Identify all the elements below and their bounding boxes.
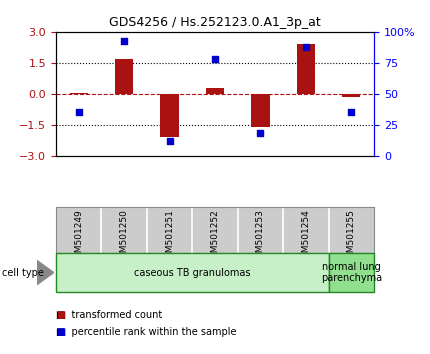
Bar [56,253,329,292]
Text: normal lung
parenchyma: normal lung parenchyma [321,262,382,284]
Text: GSM501255: GSM501255 [347,210,356,264]
Point [121,38,128,44]
Text: ■: ■ [56,327,65,337]
Text: caseous TB granulomas: caseous TB granulomas [134,268,251,278]
Text: ■  percentile rank within the sample: ■ percentile rank within the sample [56,327,237,337]
Bar [252,94,270,127]
Text: GSM501252: GSM501252 [211,210,219,264]
Text: ■  transformed count: ■ transformed count [56,310,162,320]
Bar [329,253,374,292]
Point [257,131,264,136]
Point [302,44,309,50]
Bar [70,93,88,94]
Point [348,110,355,115]
Point [75,110,82,115]
Bar [160,94,178,137]
Text: GSM501254: GSM501254 [301,210,310,264]
Text: GSM501249: GSM501249 [74,210,83,264]
Text: GSM501253: GSM501253 [256,210,265,264]
Text: cell type: cell type [2,268,44,278]
Title: GDS4256 / Hs.252123.0.A1_3p_at: GDS4256 / Hs.252123.0.A1_3p_at [109,16,321,29]
Bar [342,94,360,97]
Bar [115,59,133,94]
Point [212,56,218,62]
Text: GSM501251: GSM501251 [165,210,174,264]
Text: ■: ■ [56,310,65,320]
Text: GSM501250: GSM501250 [120,210,129,264]
Point [166,138,173,144]
Bar [297,44,315,94]
Bar [206,88,224,94]
Polygon shape [37,260,54,285]
